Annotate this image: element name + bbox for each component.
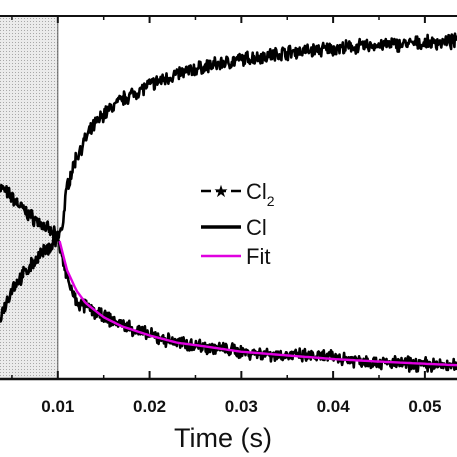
x-tick-label: 0.03 [225,397,258,416]
legend-label-cl2: Cl2 [246,179,275,209]
legend-entry-fit: Fit [201,244,270,269]
x-axis-title: Time (s) [174,423,272,453]
series-layer [0,32,457,373]
x-tick-label: 0.02 [133,397,166,416]
legend-marker-star: ★ [213,182,228,202]
x-tick-label: 0.05 [408,397,441,416]
legend: ★ Cl2 Cl Fit [201,179,275,269]
legend-label-cl: Cl [246,215,267,240]
legend-label-cl2-sub: 2 [267,193,275,209]
legend-label-cl2-base: Cl [246,179,267,204]
x-tick-label: 0.04 [317,397,351,416]
legend-label-fit: Fit [246,244,270,269]
legend-entry-cl: Cl [201,215,267,240]
series-line-cl2 [0,32,457,240]
series-line-cl [0,235,457,373]
x-tick-label: 0.01 [41,397,74,416]
plot-frame [0,15,457,381]
series-line-fit [58,240,457,367]
legend-entry-cl2: ★ Cl2 [201,179,275,209]
x-ticks: 0.010.020.030.040.050.000.06 [11,16,441,416]
